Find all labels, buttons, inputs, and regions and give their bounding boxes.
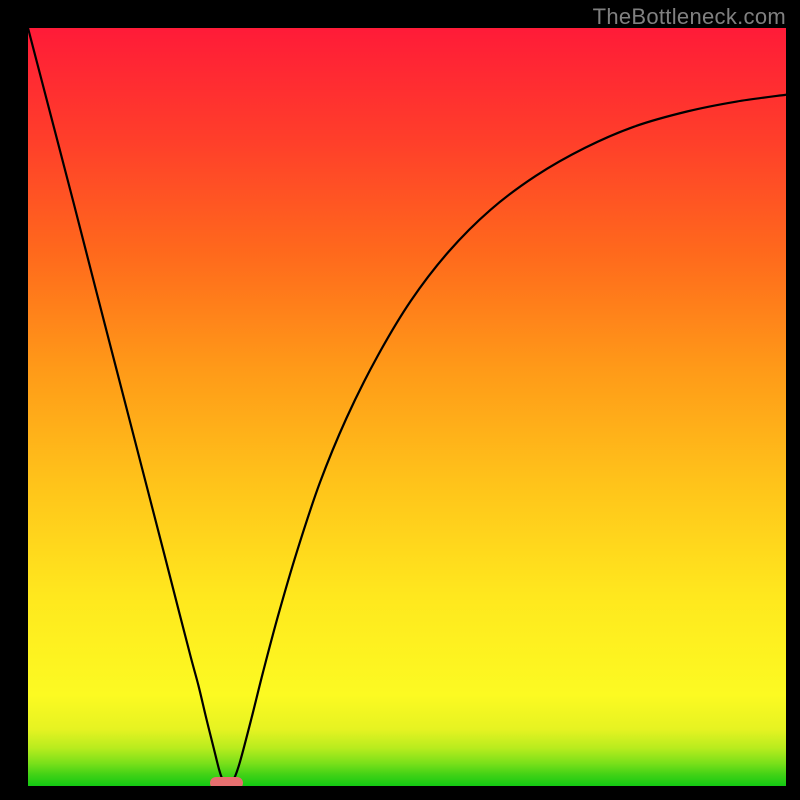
optimal-marker bbox=[210, 777, 243, 786]
watermark-text: TheBottleneck.com bbox=[593, 4, 786, 30]
plot-area bbox=[28, 28, 786, 786]
bottleneck-curve bbox=[28, 28, 786, 786]
